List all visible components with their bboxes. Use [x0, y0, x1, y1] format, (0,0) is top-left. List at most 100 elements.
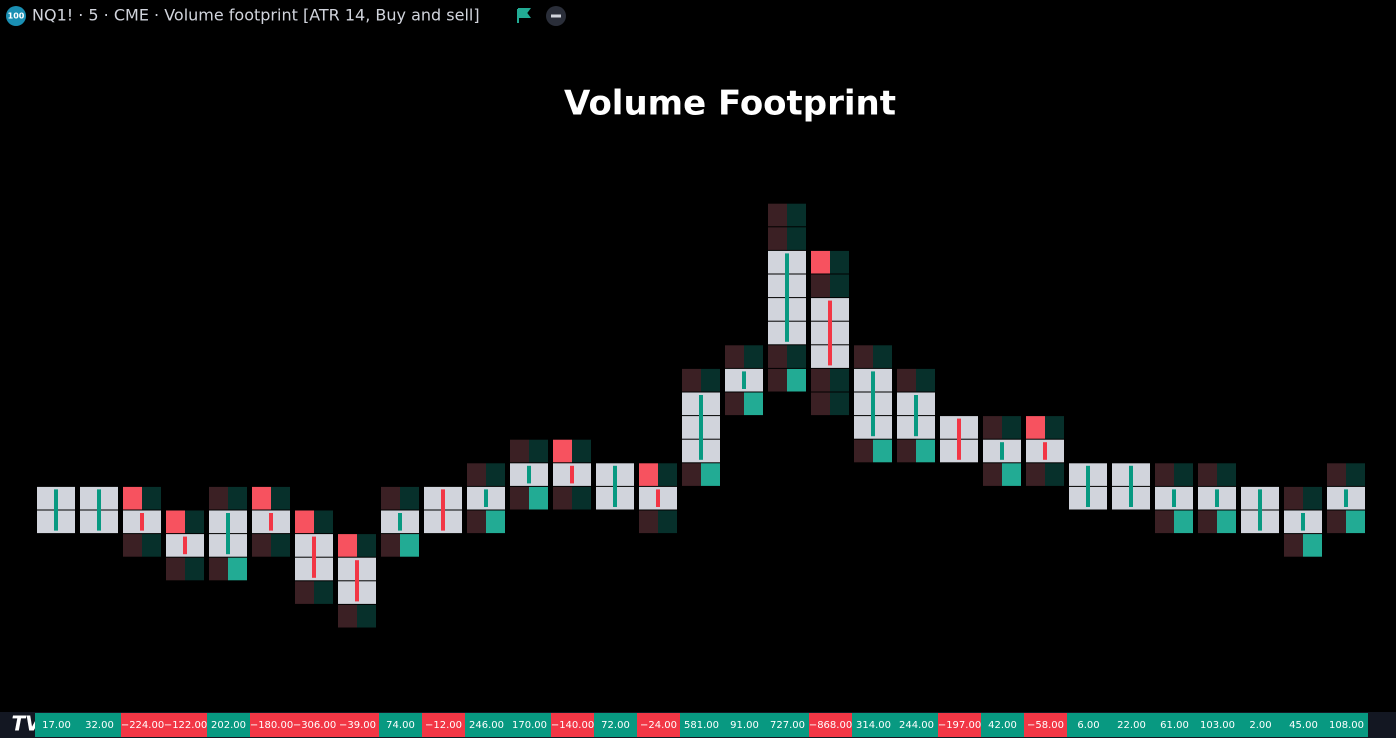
sell-cell [940, 439, 959, 463]
buy-cell [56, 510, 75, 534]
buy-cell [1346, 486, 1365, 510]
buy-cell [142, 510, 161, 534]
buy-cell [314, 581, 333, 604]
delta-cell [465, 713, 508, 737]
badge-text: 100 [8, 12, 25, 21]
candle-body [527, 465, 531, 484]
sell-cell [1327, 510, 1346, 534]
sell-cell [811, 250, 830, 274]
buy-cell [1303, 534, 1322, 557]
sell-cell [1241, 510, 1260, 534]
sell-cell [768, 227, 787, 250]
sell-cell [1026, 416, 1045, 439]
buy-cell [357, 581, 376, 604]
delta-label: −180.00 [250, 720, 293, 731]
sell-cell [510, 463, 529, 486]
sell-cell [553, 439, 572, 463]
sell-cell [209, 486, 228, 510]
candle-body [183, 536, 187, 555]
sell-cell [37, 510, 56, 534]
delta-label: 170.00 [512, 720, 547, 731]
buy-cell [744, 345, 763, 368]
candle-body [1344, 489, 1348, 507]
sell-cell [1327, 463, 1346, 486]
buy-cell [1002, 416, 1021, 439]
sell-cell [424, 510, 443, 534]
sell-cell [768, 321, 787, 345]
buy-cell [787, 368, 806, 392]
delta-cell [766, 713, 809, 737]
buy-cell [443, 486, 462, 510]
candle-body [1172, 489, 1176, 507]
delta-label: −197.00 [938, 720, 981, 731]
buy-cell [959, 439, 978, 463]
buy-cell [228, 557, 247, 581]
delta-label: 22.00 [1117, 720, 1146, 731]
buy-cell [787, 298, 806, 321]
buy-cell [615, 463, 634, 486]
delta-cell [1196, 713, 1239, 737]
sell-cell [983, 439, 1002, 463]
candle-body [269, 513, 273, 531]
sell-cell [123, 534, 142, 557]
delta-label: 32.00 [85, 720, 114, 731]
sell-cell [338, 534, 357, 557]
delta-cell [35, 713, 78, 737]
candle-body [1043, 442, 1047, 460]
buy-cell [830, 274, 849, 298]
buy-cell [142, 534, 161, 557]
sell-cell [510, 439, 529, 463]
buy-cell [1045, 463, 1064, 486]
sell-cell [897, 368, 916, 392]
sell-cell [467, 463, 486, 486]
buy-cell [701, 368, 720, 392]
buy-cell [357, 534, 376, 557]
buy-cell [873, 416, 892, 439]
sell-cell [811, 321, 830, 345]
sell-cell [1069, 463, 1088, 486]
sell-cell [897, 416, 916, 439]
buy-cell [658, 463, 677, 486]
candle-body [441, 489, 445, 531]
sell-cell [252, 510, 271, 534]
delta-label: 246.00 [469, 720, 504, 731]
sell-cell [123, 486, 142, 510]
buy-cell [529, 463, 548, 486]
sell-cell [811, 298, 830, 321]
buy-cell [1131, 463, 1150, 486]
sell-cell [338, 581, 357, 604]
candle-body [957, 418, 961, 460]
buy-cell [1174, 463, 1193, 486]
sell-cell [983, 463, 1002, 486]
buy-cell [1131, 486, 1150, 510]
buy-cell [314, 510, 333, 534]
flag-icon[interactable] [517, 8, 531, 23]
sell-cell [768, 250, 787, 274]
buy-cell [572, 486, 591, 510]
delta-cell [293, 713, 336, 737]
buy-cell [99, 510, 118, 534]
buy-cell [916, 439, 935, 463]
candle-body [1129, 465, 1133, 507]
sell-cell [897, 392, 916, 416]
sell-cell [37, 486, 56, 510]
delta-label: 91.00 [730, 720, 759, 731]
sell-cell [553, 486, 572, 510]
buy-cell [830, 392, 849, 416]
sell-cell [252, 486, 271, 510]
sell-cell [1026, 439, 1045, 463]
buy-cell [658, 486, 677, 510]
buy-cell [959, 416, 978, 439]
buy-cell [185, 534, 204, 557]
candle-body [699, 395, 703, 460]
sell-cell [553, 463, 572, 486]
delta-label: −12.00 [425, 720, 462, 731]
sell-cell [295, 534, 314, 557]
sell-cell [381, 486, 400, 510]
delta-label: −306.00 [293, 720, 336, 731]
sell-cell [338, 604, 357, 628]
delta-cell [680, 713, 723, 737]
buy-cell [572, 439, 591, 463]
buy-cell [701, 463, 720, 486]
